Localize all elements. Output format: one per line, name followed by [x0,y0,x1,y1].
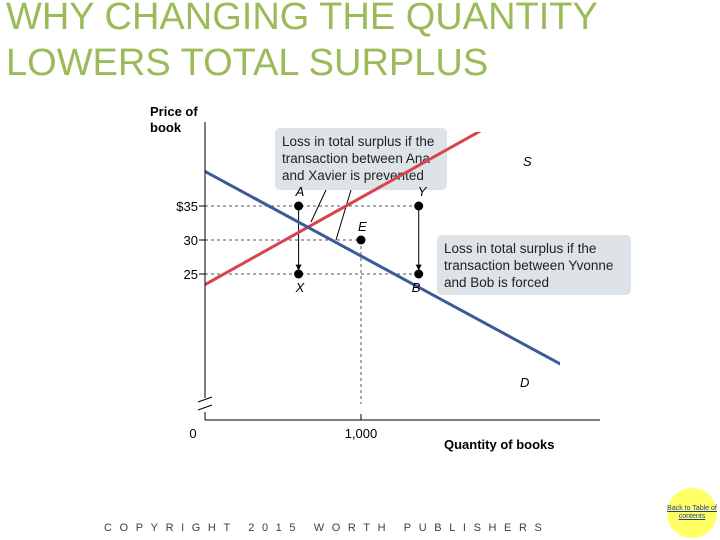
demand-label: D [520,375,529,390]
axis-break-mark [197,404,213,411]
callout-leader [335,189,352,241]
y-axis-label: Price of [150,104,198,119]
point-b [414,269,424,279]
point-label-a: A [295,184,305,199]
title-line: WHY CHANGING THE QUANTITY [6,0,598,38]
point-a [294,201,304,211]
point-label-y: Y [418,184,428,199]
point-label-b: B [412,280,421,295]
callout-text: Loss in total surplus if the [282,134,434,149]
y-tick-label: $35 [176,199,198,214]
title-line: LOWERS TOTAL SURPLUS [6,42,489,84]
copyright-footer: COPYRIGHT 2015 WORTH PUBLISHERS [104,522,550,534]
axis-break-mark [197,396,213,403]
x-tick-label: 1,000 [345,426,378,441]
point-e [356,235,366,245]
y-tick-label: 30 [184,233,198,248]
x-tick-label: 0 [189,426,196,441]
point-y [414,201,424,211]
supply-curve [205,132,482,287]
point-x [294,269,304,279]
x-axis-label: Quantity of books [444,437,555,452]
callout-text: and Xavier is prevented [282,168,424,183]
callout-text: and Bob is forced [444,275,549,290]
callout-text: transaction between Yvonne [444,258,613,273]
callout-text: transaction between Ana [282,151,430,166]
supply-label: S [523,154,532,169]
callout-leader [310,189,327,223]
callout-text: Loss in total surplus if the [444,241,596,256]
y-axis-label: book [150,120,182,135]
point-label-x: X [295,280,306,295]
point-label-e: E [358,219,367,234]
demand-curve [205,169,560,366]
page-title: WHY CHANGING THE QUANTITY LOWERS TOTAL S… [6,0,598,86]
y-tick-label: 25 [184,267,198,282]
table-of-contents-link[interactable]: Back to Table of contents [667,488,717,538]
callout-box [437,235,631,295]
